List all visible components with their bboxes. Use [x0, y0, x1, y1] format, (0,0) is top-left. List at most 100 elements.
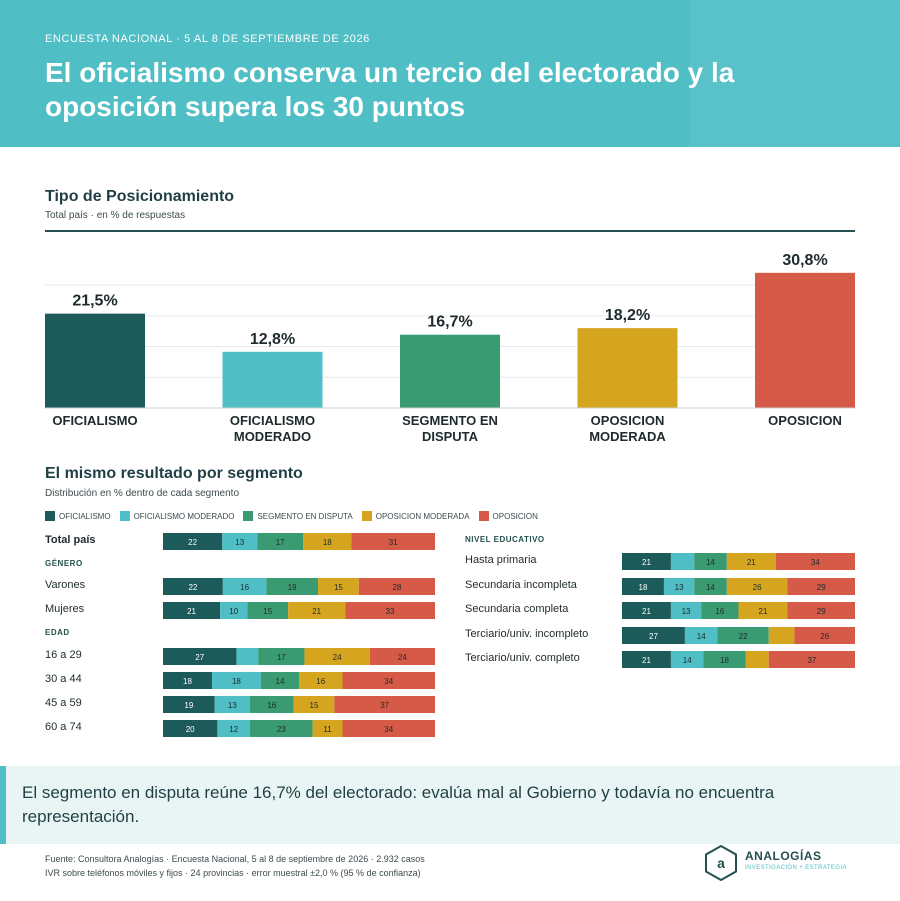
- segment-value-label: 27: [649, 632, 658, 641]
- segment-value-label: 16: [267, 701, 276, 710]
- segment-bar: [342, 672, 435, 689]
- segment-value-label: 27: [195, 653, 204, 662]
- segment-bar: [726, 553, 776, 570]
- segment-bar: [312, 720, 343, 737]
- segment-bar: [369, 648, 435, 665]
- segment-bar: [250, 720, 313, 737]
- segment-bar: [794, 627, 855, 644]
- segment-value-label: 20: [186, 725, 195, 734]
- segment-bar: [342, 720, 435, 737]
- segment-bar: [622, 651, 671, 668]
- category-label: OPOSICION: [730, 413, 880, 429]
- chart2-subtitle: Distribución en % dentro de cada segment…: [45, 488, 240, 499]
- segment-value-label: 14: [697, 632, 706, 641]
- segment-bar: [622, 602, 671, 619]
- segment-value-label: 17: [277, 653, 286, 662]
- logo-tagline: INVESTIGACIÓN + ESTRATEGIA: [745, 865, 847, 871]
- segment-bar: [266, 578, 319, 595]
- segment-value-label: 21: [642, 558, 651, 567]
- segment-bar: [717, 627, 769, 644]
- segment-value-label: 13: [228, 701, 237, 710]
- legend-item: OPOSICION: [478, 511, 538, 521]
- segment-bar: [334, 696, 435, 713]
- segment-value-label: 34: [384, 725, 393, 734]
- segment-row-label: Mujeres: [45, 603, 85, 615]
- segment-value-label: 24: [333, 653, 342, 662]
- segment-row-label: 60 a 74: [45, 721, 82, 733]
- segment-value-label: 29: [817, 583, 826, 592]
- chart2-title: El mismo resultado por segmento: [45, 465, 303, 482]
- segment-bar: [304, 648, 370, 665]
- segment-row-label: Hasta primaria: [465, 554, 537, 566]
- header-banner: ENCUESTA NACIONAL · 5 AL 8 DE SEPTIEMBRE…: [0, 0, 900, 147]
- segment-bar: [258, 648, 305, 665]
- bar-value-label: 21,5%: [72, 293, 117, 310]
- segment-bar: [247, 602, 289, 619]
- source-note: Fuente: Consultora Analogías · Encuesta …: [45, 852, 425, 880]
- segment-value-label: 17: [276, 538, 285, 547]
- segment-value-label: 21: [312, 607, 321, 616]
- segment-value-label: 18: [183, 677, 192, 686]
- segment-group-label: EDAD: [45, 628, 70, 637]
- legend-item: OFICIALISMO MODERADO: [119, 511, 234, 521]
- page-title: El oficialismo conserva un tercio del el…: [45, 57, 735, 122]
- segment-row-label: Varones: [45, 579, 86, 591]
- legend-label: OPOSICION: [492, 511, 538, 521]
- segment-bar: [768, 627, 795, 644]
- segment-value-label: 13: [235, 538, 244, 547]
- legend-label: OFICIALISMO: [59, 511, 111, 521]
- legend-swatch: [243, 511, 254, 521]
- segment-bar: [694, 553, 727, 570]
- segment-value-label: 21: [747, 558, 756, 567]
- segment-value-label: 24: [398, 653, 407, 662]
- segment-bar: [303, 533, 352, 550]
- segment-value-label: 11: [323, 725, 332, 734]
- segment-row-label: Secundaria completa: [465, 603, 569, 615]
- header-decor: [690, 0, 900, 147]
- legend-label: OPOSICION MODERADA: [375, 511, 470, 521]
- bar-value-label: 30,8%: [782, 252, 827, 269]
- segment-value-label: 18: [232, 677, 241, 686]
- segment-bar: [745, 651, 769, 668]
- category-label-line: OPOSICION: [768, 413, 842, 428]
- bar-4: [577, 328, 678, 408]
- segment-bar: [701, 602, 739, 619]
- source-line-1: Fuente: Consultora Analogías · Encuesta …: [45, 854, 425, 864]
- category-label-line: DISPUTA: [421, 429, 479, 444]
- segment-value-label: 13: [675, 583, 684, 592]
- segment-value-label: 12: [229, 725, 238, 734]
- segment-value-label: 18: [720, 656, 729, 665]
- segment-row-label: Total país: [45, 534, 96, 546]
- segment-value-label: 16: [240, 583, 249, 592]
- segment-bar: [211, 672, 261, 689]
- segment-row-label: Secundaria incompleta: [465, 579, 577, 591]
- segment-value-label: 26: [753, 583, 762, 592]
- segment-bar: [358, 578, 435, 595]
- segment-bar: [217, 720, 251, 737]
- category-label: SEGMENTO EN DISPUTA: [375, 413, 525, 445]
- segment-stacked-chart: 22 13 17 18 31 22 16 19 15 28 21 10 15 21 33 27 17 24 24 18…: [163, 533, 855, 737]
- chart1-rule: [45, 230, 855, 232]
- segment-value-label: 37: [380, 701, 389, 710]
- segment-bar: [222, 533, 258, 550]
- segment-value-label: 28: [392, 583, 401, 592]
- chart2-legend: OFICIALISMO OFICIALISMO MODERADO SEGMENTO …: [45, 511, 547, 521]
- segment-bar: [351, 533, 435, 550]
- segment-bar: [738, 602, 788, 619]
- segment-value-label: 15: [310, 701, 319, 710]
- segment-bar: [214, 696, 251, 713]
- segment-value-label: 21: [642, 656, 651, 665]
- segment-value-label: 14: [706, 558, 715, 567]
- chart1-subtitle: Total país · en % de respuestas: [45, 210, 186, 221]
- segment-value-label: 21: [642, 607, 651, 616]
- segment-bar: [663, 578, 695, 595]
- segment-row-label: Terciario/univ. incompleto: [465, 628, 589, 640]
- brand-logo: a ANALOGÍAS INVESTIGACIÓN + ESTRATEGIA: [705, 845, 865, 885]
- segment-bar: [236, 648, 259, 665]
- segment-value-label: 14: [706, 583, 715, 592]
- segment-value-label: 22: [739, 632, 748, 641]
- segment-value-label: 33: [386, 607, 395, 616]
- segment-row-label: Terciario/univ. completo: [465, 652, 580, 664]
- segment-bar: [726, 578, 788, 595]
- bar-value-label: 16,7%: [427, 314, 472, 331]
